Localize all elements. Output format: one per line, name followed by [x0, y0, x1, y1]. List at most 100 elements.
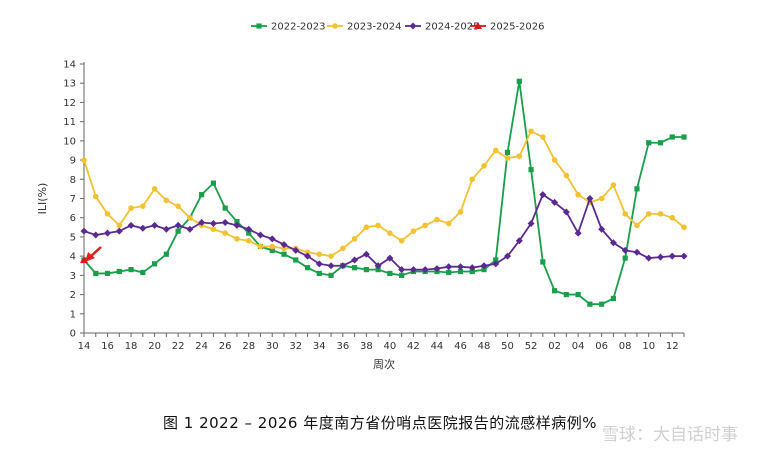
- data-point: [268, 235, 276, 243]
- data-point: [421, 266, 429, 274]
- data-point: [410, 228, 417, 234]
- x-tick-label: 20: [148, 341, 161, 352]
- data-point: [551, 288, 558, 294]
- data-point: [281, 251, 287, 257]
- data-point: [516, 153, 523, 160]
- x-tick-label: 22: [172, 341, 185, 352]
- data-point: [481, 163, 487, 169]
- data-point: [656, 253, 664, 261]
- x-tick-label: 08: [619, 341, 632, 352]
- data-point: [233, 221, 241, 229]
- data-point: [515, 237, 523, 245]
- data-point: [398, 266, 406, 274]
- data-point: [657, 140, 664, 146]
- data-point: [445, 263, 453, 271]
- data-point: [646, 140, 652, 146]
- data-point: [622, 255, 628, 261]
- data-point: [363, 266, 369, 273]
- red-arrow-annotation: [85, 246, 102, 262]
- data-point: [140, 203, 146, 209]
- data-point: [457, 268, 464, 275]
- data-point: [493, 257, 499, 263]
- data-point: [92, 193, 99, 200]
- legend: 2022-2023 2023-2024 2024-2025 2025-2026: [251, 22, 545, 33]
- data-point: [256, 231, 264, 239]
- data-point: [198, 219, 206, 227]
- data-point: [292, 246, 300, 254]
- data-point: [139, 224, 147, 232]
- data-point: [210, 226, 217, 233]
- data-point: [304, 249, 311, 256]
- data-point: [245, 237, 252, 244]
- y-tick-label: 2: [70, 290, 76, 301]
- data-point: [504, 149, 511, 155]
- data-point: [163, 251, 169, 257]
- x-tick-label: 52: [525, 341, 538, 352]
- data-point: [234, 218, 240, 225]
- data-point: [680, 252, 688, 260]
- watermark: 雪球：大自话时事: [602, 425, 738, 445]
- series-2022-2023: [81, 78, 687, 307]
- data-point: [374, 262, 382, 270]
- y-tick-label: 10: [63, 136, 76, 147]
- data-point: [175, 203, 181, 209]
- y-tick-label: 1: [70, 309, 76, 320]
- x-tick-label: 24: [195, 341, 208, 352]
- y-tick-label: 14: [63, 60, 76, 71]
- data-point: [681, 134, 687, 140]
- x-tick-label: 04: [572, 341, 585, 352]
- data-point: [563, 291, 569, 298]
- data-point: [104, 229, 112, 237]
- x-tick-label: 50: [501, 341, 514, 352]
- data-point: [280, 241, 288, 249]
- data-point: [516, 78, 522, 84]
- y-tick-label: 12: [63, 98, 76, 109]
- x-tick-label: 30: [266, 341, 279, 352]
- data-point: [351, 256, 359, 264]
- data-point: [599, 301, 605, 307]
- data-point: [634, 222, 640, 229]
- legend-label: 2024-2025: [425, 22, 480, 33]
- x-tick-label: 44: [431, 341, 444, 352]
- data-point: [162, 225, 170, 233]
- data-point: [316, 251, 323, 258]
- data-point: [222, 205, 228, 211]
- data-point: [645, 254, 653, 262]
- data-point: [175, 228, 181, 234]
- data-point: [387, 230, 393, 236]
- data-point: [257, 243, 264, 250]
- figure-caption: 图 1 2022 – 2026 年度南方省份哨点医院报告的流感样病例%: [163, 414, 597, 432]
- data-point: [187, 214, 193, 221]
- x-tick-label: 18: [125, 341, 138, 352]
- data-point: [504, 155, 511, 161]
- data-point: [621, 246, 629, 254]
- data-point: [363, 224, 370, 231]
- data-point: [221, 219, 229, 227]
- x-axis-title: 周次: [373, 357, 395, 371]
- x-tick-label: 26: [219, 341, 232, 352]
- data-point: [127, 221, 135, 229]
- legend-marker: [256, 23, 262, 29]
- data-point: [304, 252, 312, 260]
- legend-marker: [332, 23, 338, 29]
- data-point: [151, 186, 158, 192]
- data-point: [269, 243, 276, 250]
- data-point: [174, 221, 182, 229]
- data-point: [563, 172, 570, 179]
- series-line-2023-2024: [83, 130, 685, 258]
- data-point: [163, 197, 170, 204]
- data-point: [574, 229, 582, 237]
- data-point: [539, 191, 547, 199]
- x-tick-label: 16: [101, 341, 114, 352]
- x-tick-label: 10: [642, 341, 655, 352]
- data-point: [622, 211, 628, 217]
- y-tick-label: 11: [63, 117, 76, 128]
- x-tick-label: 38: [360, 341, 373, 352]
- data-point: [480, 262, 488, 270]
- data-point: [104, 270, 111, 277]
- data-point: [434, 216, 440, 223]
- data-point: [327, 262, 335, 270]
